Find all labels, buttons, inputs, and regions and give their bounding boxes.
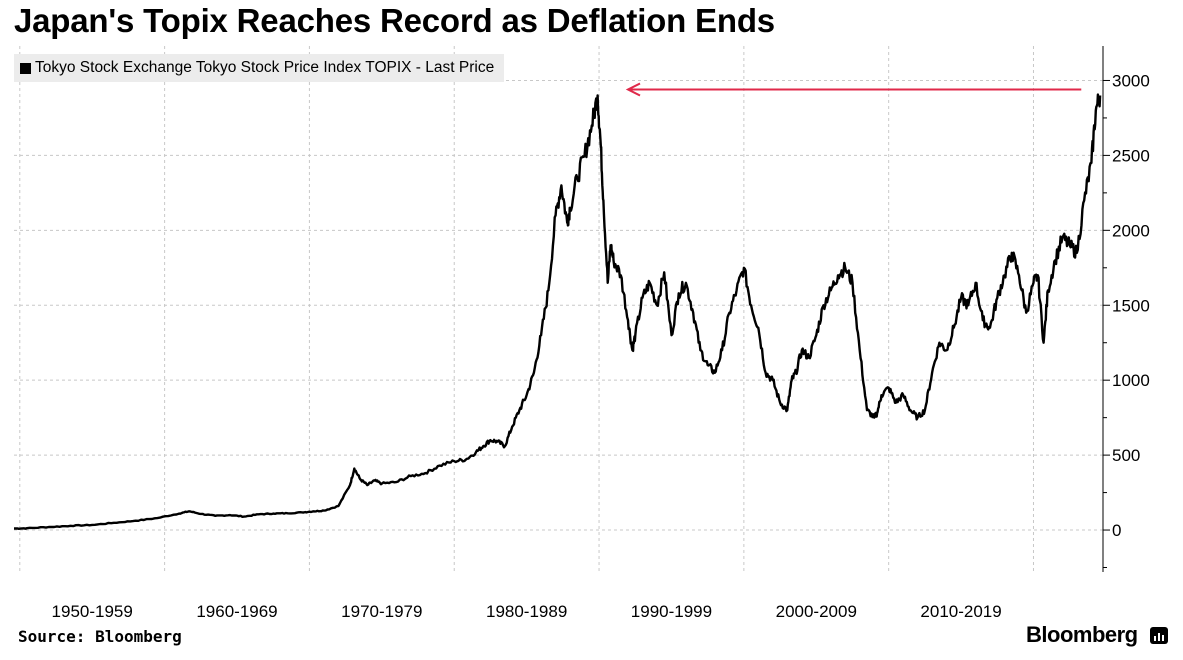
chart-title: Japan's Topix Reaches Record as Deflatio…: [14, 2, 775, 39]
y-tick-label: 2000: [1112, 221, 1150, 240]
source-note: Source: Bloomberg: [18, 627, 182, 646]
y-tick-label: 2500: [1112, 146, 1150, 165]
x-tick-label: 1970-1979: [341, 602, 422, 621]
y-axis: 0 500 1000 1500 2000 2500 3000: [1102, 46, 1150, 572]
x-tick-label: 1950-1959: [52, 602, 133, 621]
topix-price-line: [14, 93, 1102, 530]
brand-logo-text: Bloomberg: [1026, 622, 1138, 647]
x-tick-label: 1990-1999: [631, 602, 712, 621]
y-tick-label: 0: [1112, 521, 1121, 540]
series-layer: [14, 93, 1102, 530]
y-tick-label: 500: [1112, 446, 1140, 465]
x-tick-label: 1960-1969: [196, 602, 277, 621]
x-tick-label: 2010-2019: [920, 602, 1001, 621]
legend: Tokyo Stock Exchange Tokyo Stock Price I…: [14, 54, 505, 82]
annotation-arrow-head: [625, 82, 641, 97]
bloomberg-terminal-icon: [1150, 627, 1168, 644]
x-gridlines: [19, 46, 1034, 572]
y-tick-label: 1000: [1112, 371, 1150, 390]
x-axis-labels: 1950-1959 1960-1969 1970-1979 1980-1989 1990…: [52, 602, 1002, 621]
annotation-layer: [625, 82, 1082, 97]
legend-swatch: [20, 62, 31, 74]
y-tick-label: 1500: [1112, 296, 1150, 315]
y-gridlines: [14, 79, 1103, 531]
x-tick-label: 2000-2009: [776, 602, 857, 621]
legend-label: Tokyo Stock Exchange Tokyo Stock Price I…: [35, 59, 495, 76]
x-tick-label: 1980-1989: [486, 602, 567, 621]
y-tick-label: 3000: [1112, 71, 1150, 90]
